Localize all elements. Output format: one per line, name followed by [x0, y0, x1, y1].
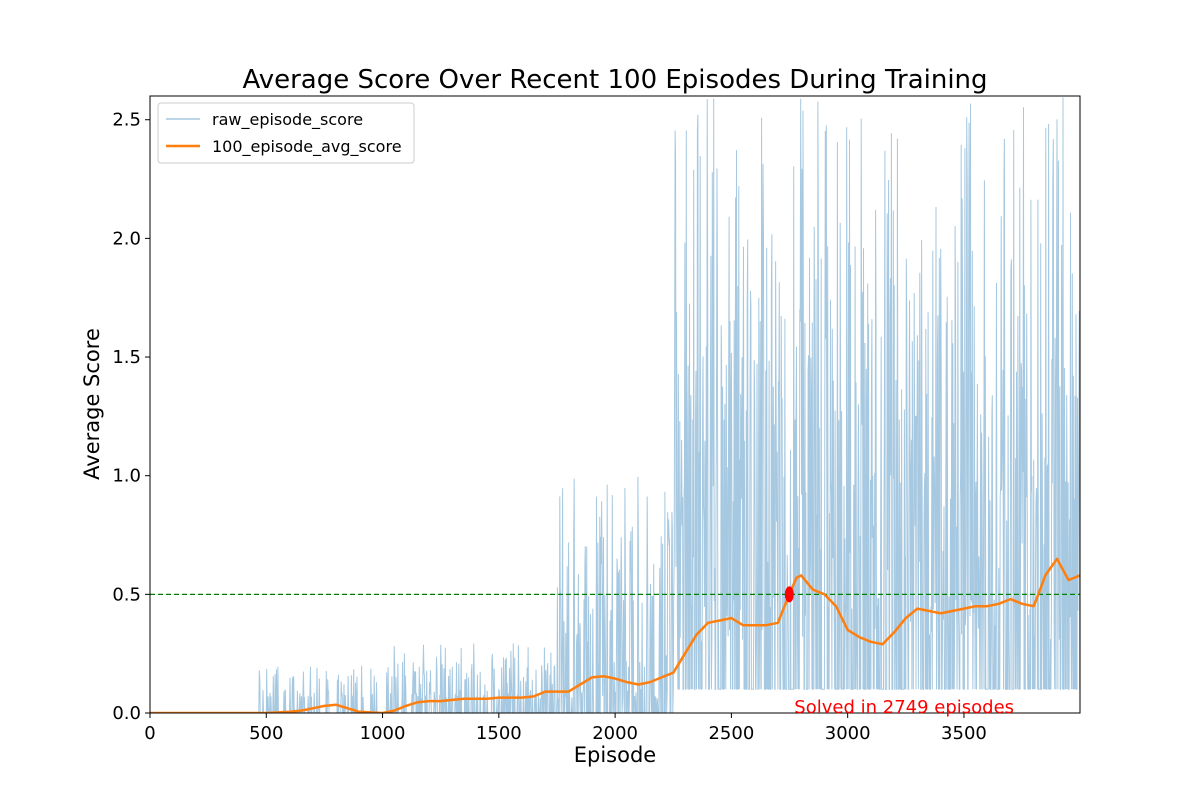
legend-label-raw: raw_episode_score	[212, 110, 363, 130]
x-tick-label: 0	[144, 723, 155, 744]
x-tick-label: 3000	[825, 723, 871, 744]
y-axis: 0.0 0.5 1.0 1.5 2.0 2.5	[112, 110, 150, 724]
solved-marker	[784, 586, 794, 603]
y-axis-label: Average Score	[80, 328, 104, 480]
y-tick-label: 1.0	[112, 466, 141, 487]
legend-label-avg: 100_episode_avg_score	[212, 137, 402, 157]
avg-score-series	[150, 557, 1080, 713]
y-tick-label: 0.0	[112, 703, 141, 724]
x-tick-label: 3500	[941, 723, 987, 744]
y-tick-label: 1.5	[112, 347, 141, 368]
raw-score-series	[150, 97, 1080, 713]
solved-annotation: Solved in 2749 episodes	[794, 697, 1014, 718]
legend-box	[157, 102, 415, 164]
x-axis-label: Episode	[574, 743, 656, 767]
avg-score-line	[150, 557, 1080, 713]
x-tick-label: 1000	[360, 723, 406, 744]
x-tick-label: 2500	[708, 723, 754, 744]
legend: raw_episode_score 100_episode_avg_score	[157, 102, 415, 164]
raw-score-line	[150, 97, 1080, 713]
x-tick-label: 500	[249, 723, 283, 744]
y-tick-label: 2.0	[112, 228, 141, 249]
x-tick-label: 2000	[592, 723, 638, 744]
y-tick-label: 2.5	[112, 110, 141, 131]
x-tick-label: 1500	[476, 723, 522, 744]
x-axis: 0 500 1000 1500 2000 2500 3000 3500	[144, 713, 987, 744]
chart-title: Average Score Over Recent 100 Episodes D…	[242, 65, 987, 95]
y-tick-label: 0.5	[112, 584, 141, 605]
